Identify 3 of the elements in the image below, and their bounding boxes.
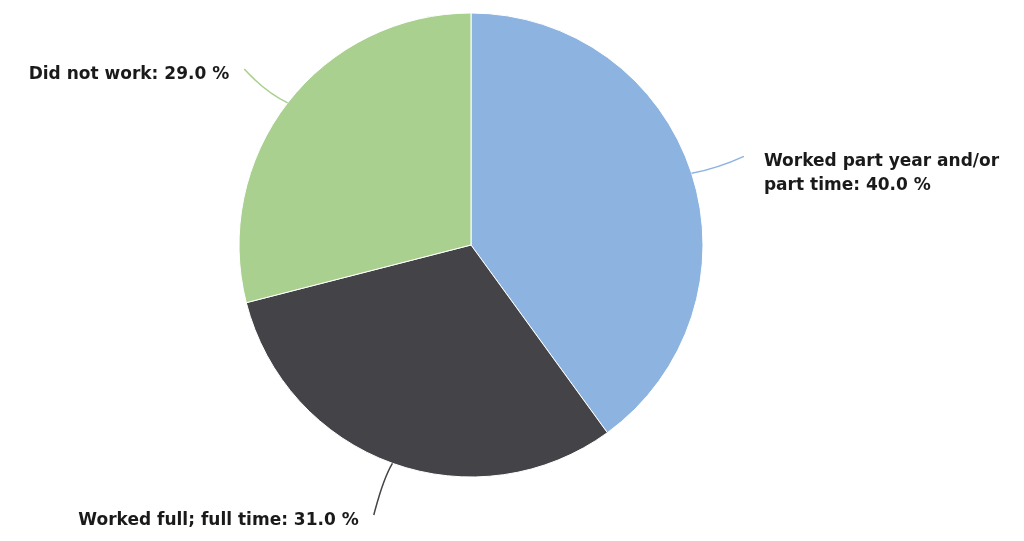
slice-label: Worked full; full time: 31.0 % (78, 509, 359, 530)
slice-label: Did not work: 29.0 % (28, 63, 230, 84)
slice-label: Worked part year and/or part time: 40.0 % (763, 150, 1000, 195)
